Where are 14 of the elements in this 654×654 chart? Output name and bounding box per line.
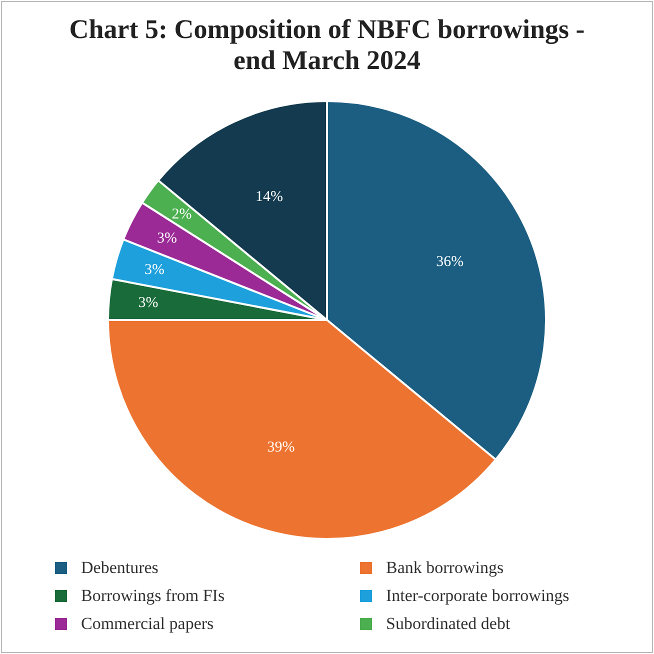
legend-label: Debentures [81,558,158,578]
data-label: 3% [144,262,165,278]
legend-label: Borrowings from FIs [81,586,225,606]
data-label: 36% [436,254,464,270]
data-label: 2% [172,206,192,222]
legend-label: Bank borrowings [386,558,504,578]
data-label: 14% [255,189,283,206]
chart-title: Chart 5: Composition of NBFC borrowings - end March 2024 [68,14,586,76]
legend-label: Inter-corporate borrowings [386,586,570,606]
data-label: 39% [267,440,295,456]
legend-label: Commercial papers [81,614,214,634]
data-label: 3% [156,230,177,246]
legend-label: Subordinated debt [386,614,510,634]
data-label: 3% [138,295,158,312]
